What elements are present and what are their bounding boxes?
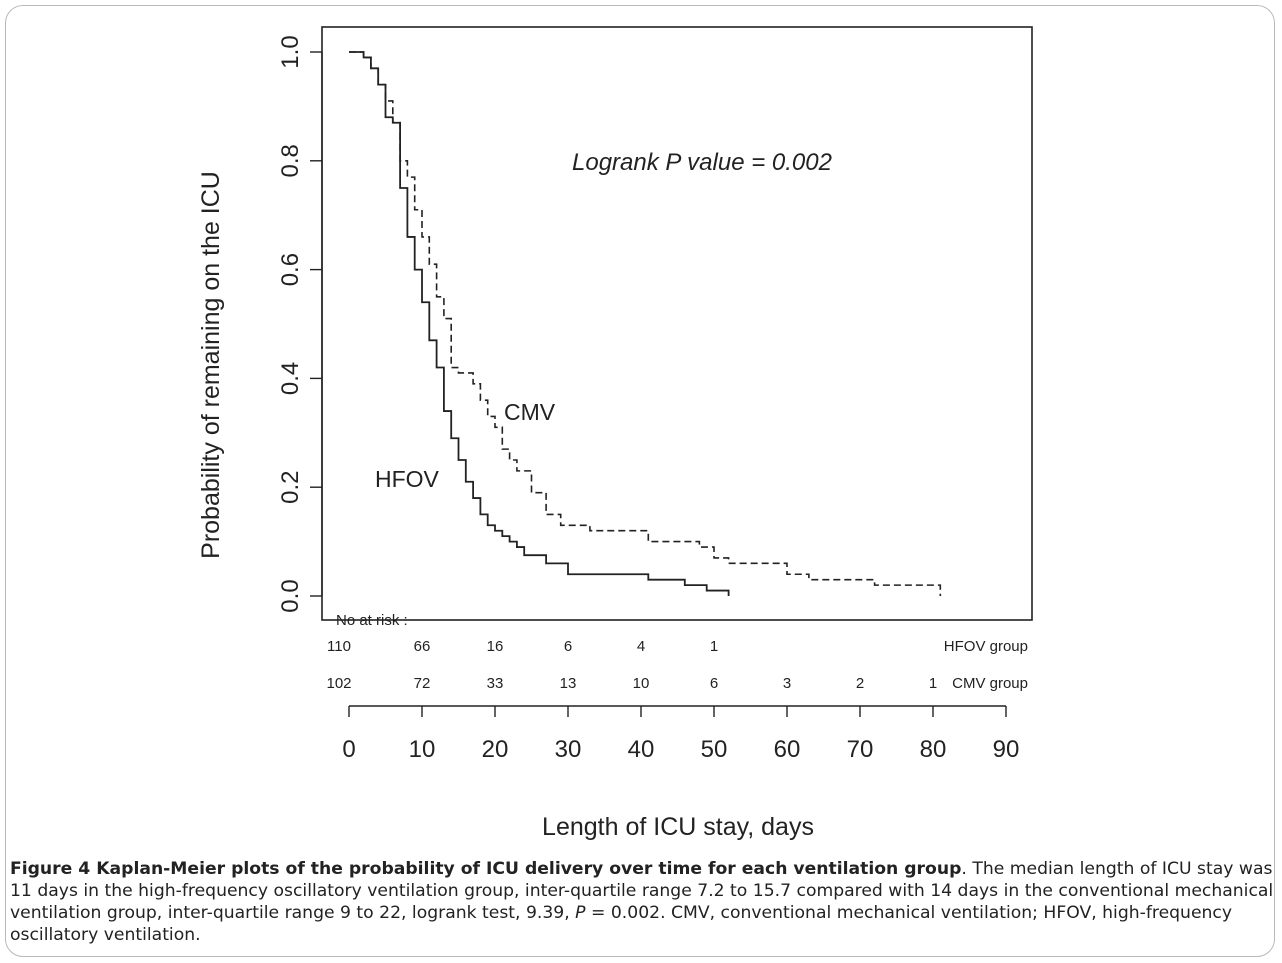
y-tick-label: 0.4 — [277, 362, 304, 395]
y-axis-label: Probability of remaining on the ICU — [197, 171, 225, 559]
at-risk-count: 1 — [929, 675, 937, 692]
at-risk-heading: No at risk : — [336, 612, 408, 629]
at-risk-table: 110 66 16 6 4 1 HFOV group 102 72 33 13 10 6 3 2 1 CMV g… — [326, 638, 1028, 692]
at-risk-count: 66 — [414, 638, 431, 655]
at-risk-group-label: HFOV group — [944, 638, 1028, 655]
x-tick-label: 20 — [482, 736, 509, 763]
at-risk-count: 2 — [856, 675, 864, 692]
at-risk-count: 6 — [710, 675, 718, 692]
at-risk-count: 6 — [564, 638, 572, 655]
x-tick-label: 40 — [628, 736, 655, 763]
y-tick-label: 0.8 — [277, 144, 304, 177]
y-tick-label: 0.0 — [277, 579, 304, 612]
kaplan-meier-chart: 0.0 0.2 0.4 0.6 0.8 1.0 Probability of remain… — [197, 26, 1033, 841]
x-tick-label: 0 — [342, 736, 355, 763]
at-risk-count: 33 — [487, 675, 504, 692]
at-risk-count: 1 — [710, 638, 718, 655]
at-risk-count: 13 — [560, 675, 577, 692]
y-tick-label: 0.6 — [277, 253, 304, 286]
at-risk-count: 72 — [414, 675, 431, 692]
x-tick-label: 10 — [409, 736, 436, 763]
y-axis-ticks: 0.0 0.2 0.4 0.6 0.8 1.0 — [277, 35, 322, 613]
caption-p-symbol: P — [575, 903, 586, 923]
x-axis-ticks: 0 10 20 30 40 50 60 70 80 90 — [342, 706, 1019, 763]
x-tick-label: 30 — [555, 736, 582, 763]
caption-text-2: = 0.002. CMV, conventional mechanical ve… — [10, 903, 1233, 945]
x-tick-label: 70 — [847, 736, 874, 763]
caption-text-1: . The median length of ICU stay was 11 d… — [10, 859, 1274, 923]
logrank-annotation: Logrank P value = 0.002 — [572, 149, 832, 176]
at-risk-group-label: CMV group — [952, 675, 1028, 692]
x-tick-label: 50 — [701, 736, 728, 763]
x-axis-label: Length of ICU stay, days — [542, 813, 814, 841]
at-risk-count: 3 — [783, 675, 791, 692]
at-risk-count: 10 — [633, 675, 650, 692]
at-risk-count: 102 — [326, 675, 351, 692]
cmv-survival-curve — [349, 51, 942, 596]
y-tick-label: 1.0 — [277, 35, 304, 68]
caption-title: Figure 4 Kaplan-Meier plots of the proba… — [10, 859, 962, 879]
at-risk-count: 16 — [487, 638, 504, 655]
figure-caption: Figure 4 Kaplan-Meier plots of the proba… — [10, 858, 1280, 946]
figure-frame — [5, 5, 1275, 957]
y-tick-label: 0.2 — [277, 471, 304, 504]
x-tick-label: 90 — [993, 736, 1020, 763]
x-tick-label: 60 — [774, 736, 801, 763]
hfov-curve-label: HFOV — [375, 466, 440, 492]
hfov-survival-curve — [349, 51, 730, 596]
x-tick-label: 80 — [920, 736, 947, 763]
at-risk-count: 110 — [327, 638, 351, 655]
cmv-curve-label: CMV — [504, 399, 556, 425]
at-risk-count: 4 — [637, 638, 645, 655]
